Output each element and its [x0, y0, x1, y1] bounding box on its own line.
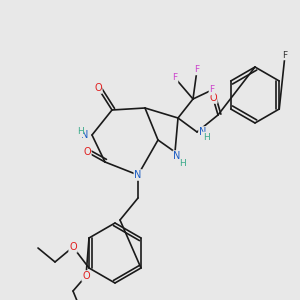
Text: O: O: [209, 93, 217, 103]
Text: F: F: [209, 85, 214, 94]
Text: N: N: [199, 127, 206, 137]
Text: O: O: [69, 242, 77, 252]
Text: H: H: [76, 128, 83, 136]
Text: F: F: [194, 65, 200, 74]
Text: N: N: [134, 170, 142, 180]
Text: N: N: [173, 151, 181, 161]
Text: H: H: [180, 160, 186, 169]
Text: H: H: [202, 133, 209, 142]
Text: F: F: [282, 50, 288, 59]
Text: F: F: [172, 74, 178, 82]
Text: O: O: [94, 83, 102, 93]
Text: O: O: [83, 147, 91, 157]
Text: O: O: [82, 271, 90, 281]
Text: N: N: [81, 130, 88, 140]
